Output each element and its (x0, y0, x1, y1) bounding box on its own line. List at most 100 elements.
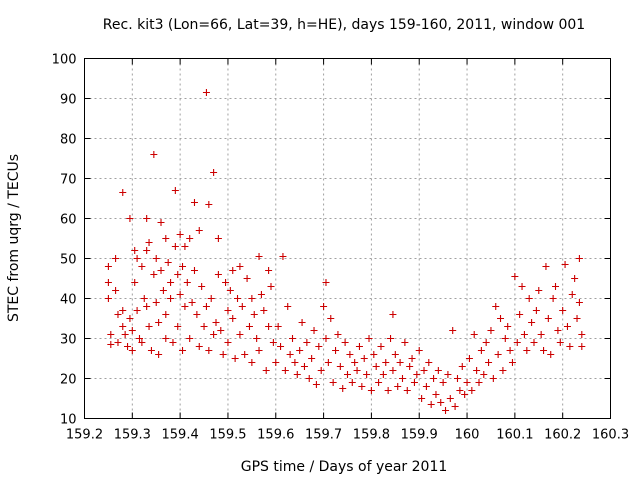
data-point (542, 263, 550, 270)
y-tick-label: 80 (60, 133, 77, 148)
y-axis: 10 20 30 40 50 60 70 80 90 100 (52, 53, 611, 428)
data-point (573, 315, 581, 322)
data-point (418, 395, 426, 402)
y-tick-label: 70 (60, 173, 77, 188)
data-point (442, 407, 450, 414)
data-point (341, 339, 349, 346)
data-point (513, 339, 521, 346)
data-point (516, 311, 524, 318)
data-point (265, 323, 273, 330)
data-point (224, 307, 232, 314)
data-point (499, 367, 507, 374)
data-point (525, 295, 533, 302)
data-point (427, 401, 435, 408)
data-point (119, 323, 127, 330)
data-point (104, 279, 112, 286)
data-point (451, 403, 459, 410)
data-point (518, 283, 526, 290)
data-point (540, 347, 548, 354)
data-point (408, 355, 416, 362)
data-point (274, 323, 282, 330)
data-point (322, 279, 330, 286)
data-point (253, 335, 261, 342)
data-point (157, 267, 165, 274)
data-point (188, 299, 196, 306)
data-point (198, 283, 206, 290)
data-point (305, 375, 313, 382)
data-point (119, 189, 127, 196)
data-point (372, 363, 380, 370)
data-point (128, 347, 136, 354)
data-point (214, 271, 222, 278)
x-axis: 159.2 159.3 159.4 159.5 159.6 159.7 159.8 159.9… (66, 58, 629, 443)
chart-title: Rec. kit3 (Lon=66, Lat=39, h=HE), days 1… (103, 17, 585, 33)
data-point (432, 391, 440, 398)
data-point (444, 371, 452, 378)
data-point (520, 331, 528, 338)
data-point (281, 367, 289, 374)
data-point (241, 351, 249, 358)
data-point (107, 341, 115, 348)
data-point (250, 311, 258, 318)
y-tick-label: 30 (60, 333, 77, 348)
data-point (473, 367, 481, 374)
data-point (162, 311, 170, 318)
data-point (485, 359, 493, 366)
data-point (300, 363, 308, 370)
data-point (477, 347, 485, 354)
data-point (269, 339, 277, 346)
data-point (143, 215, 151, 222)
data-point (308, 355, 316, 362)
data-point (389, 311, 397, 318)
data-point (202, 303, 210, 310)
y-tick-label: 50 (60, 253, 77, 268)
data-point (537, 331, 545, 338)
data-point (346, 351, 354, 358)
data-point (401, 339, 409, 346)
data-point (248, 359, 256, 366)
data-points (104, 89, 586, 414)
data-point (322, 335, 330, 342)
data-point (229, 315, 237, 322)
data-point (559, 307, 567, 314)
data-point (267, 283, 275, 290)
data-point (468, 387, 476, 394)
data-point (114, 311, 122, 318)
data-point (394, 383, 402, 390)
data-point (104, 263, 112, 270)
data-point (210, 331, 218, 338)
data-point (528, 319, 536, 326)
data-point (379, 371, 387, 378)
data-point (494, 351, 502, 358)
data-point (176, 231, 184, 238)
data-point (415, 347, 423, 354)
data-point (317, 367, 325, 374)
data-point (422, 383, 430, 390)
data-point (449, 327, 457, 334)
data-point (523, 347, 531, 354)
data-point (181, 243, 189, 250)
data-point (324, 359, 332, 366)
data-point (159, 287, 167, 294)
data-point (262, 367, 270, 374)
data-point (135, 335, 143, 342)
data-point (138, 263, 146, 270)
data-point (396, 359, 404, 366)
data-point (140, 295, 148, 302)
data-point (174, 323, 182, 330)
data-point (355, 343, 363, 350)
data-point (384, 387, 392, 394)
data-point (179, 263, 187, 270)
data-point (176, 291, 184, 298)
data-point (410, 379, 418, 386)
data-point (298, 319, 306, 326)
data-point (234, 295, 242, 302)
data-point (492, 303, 500, 310)
data-point (334, 331, 342, 338)
data-point (487, 327, 495, 334)
x-tick-label: 159.4 (162, 428, 199, 443)
data-point (293, 371, 301, 378)
data-point (171, 243, 179, 250)
data-point (193, 311, 201, 318)
